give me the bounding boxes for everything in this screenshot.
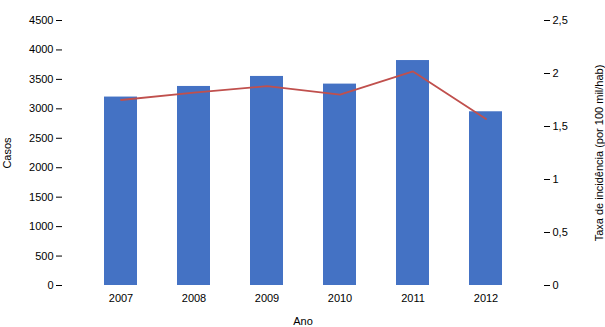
svg-text:500: 500 bbox=[35, 250, 53, 262]
svg-text:2,5: 2,5 bbox=[553, 14, 568, 26]
svg-text:0: 0 bbox=[47, 279, 53, 291]
svg-text:2011: 2011 bbox=[401, 292, 425, 304]
svg-text:2: 2 bbox=[553, 67, 559, 79]
svg-text:0,5: 0,5 bbox=[553, 226, 568, 238]
svg-text:1000: 1000 bbox=[29, 220, 53, 232]
svg-text:4500: 4500 bbox=[29, 14, 53, 26]
svg-text:1500: 1500 bbox=[29, 191, 53, 203]
svg-text:2012: 2012 bbox=[474, 292, 498, 304]
svg-text:Ano: Ano bbox=[293, 315, 313, 327]
svg-text:Casos: Casos bbox=[1, 137, 13, 169]
svg-text:2010: 2010 bbox=[328, 292, 352, 304]
svg-text:2008: 2008 bbox=[182, 292, 206, 304]
svg-text:1,5: 1,5 bbox=[553, 120, 568, 132]
svg-text:2000: 2000 bbox=[29, 161, 53, 173]
svg-text:1: 1 bbox=[553, 173, 559, 185]
svg-text:3500: 3500 bbox=[29, 73, 53, 85]
svg-text:3000: 3000 bbox=[29, 102, 53, 114]
svg-text:0: 0 bbox=[553, 279, 559, 291]
svg-text:4000: 4000 bbox=[29, 43, 53, 55]
svg-text:2009: 2009 bbox=[255, 292, 279, 304]
svg-text:Taxa de incidência (por 100 mi: Taxa de incidência (por 100 mil/hab) bbox=[593, 65, 605, 242]
svg-text:2500: 2500 bbox=[29, 132, 53, 144]
svg-text:2007: 2007 bbox=[109, 292, 133, 304]
